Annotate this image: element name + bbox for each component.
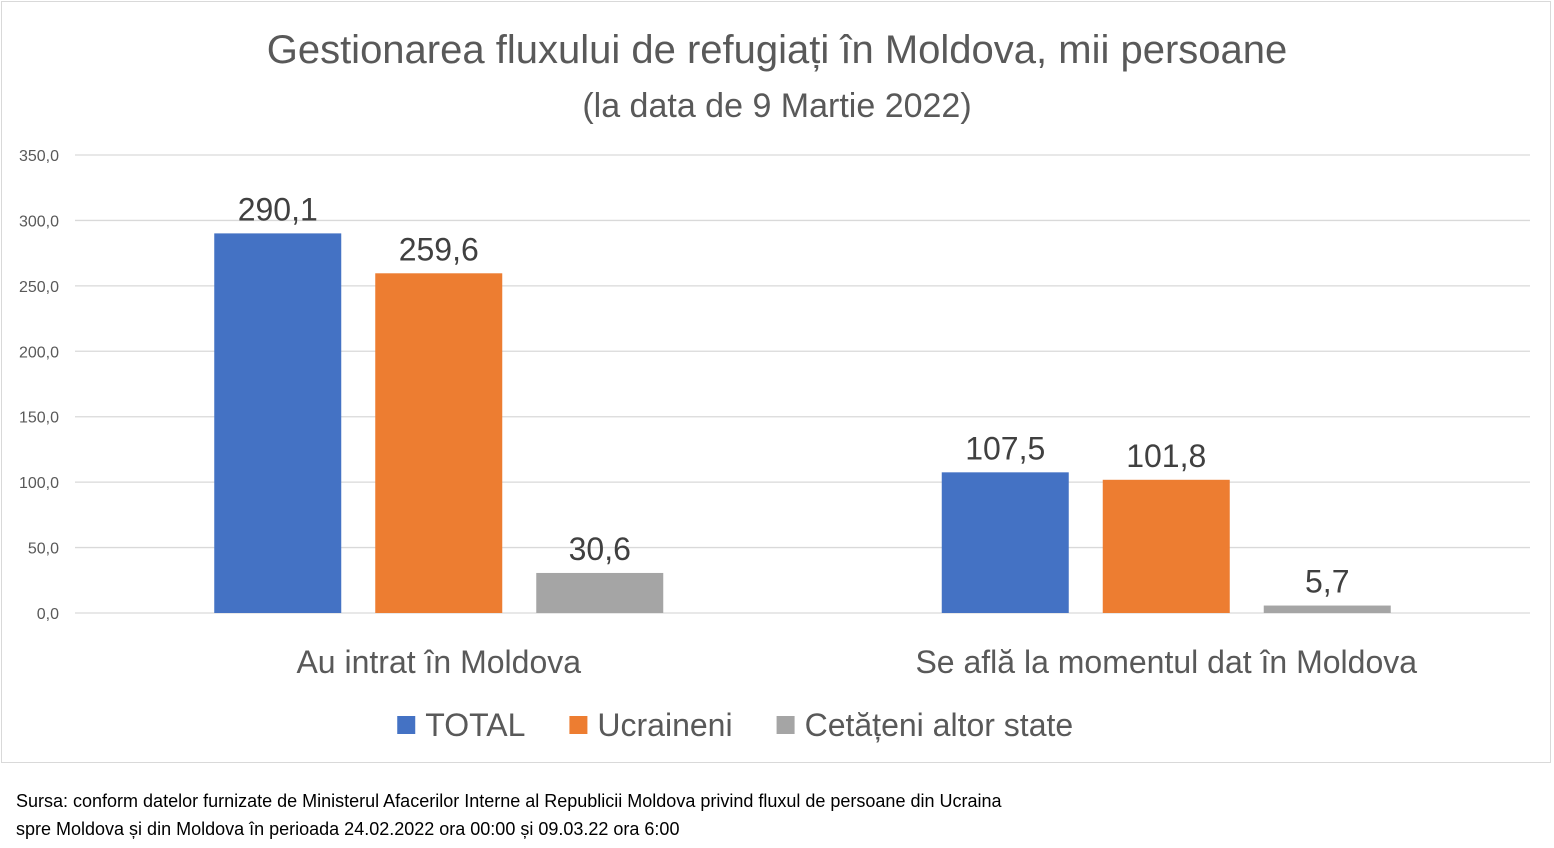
data-labels: 290,1 259,6 30,6 107,5 101,8 5,7 (238, 191, 1350, 599)
bar-value-label: 101,8 (1126, 438, 1206, 474)
y-tick-label: 250,0 (19, 279, 59, 296)
bar (941, 472, 1069, 613)
bar (1102, 479, 1230, 613)
bar-value-label: 5,7 (1305, 564, 1349, 600)
legend: TOTAL Ucraineni Cetățeni altor state (397, 707, 1073, 743)
bar (375, 273, 503, 613)
y-tick-label: 300,0 (19, 213, 59, 230)
chart-title: Gestionarea fluxului de refugiați în Mol… (267, 28, 1288, 72)
y-tick-label: 150,0 (19, 410, 59, 427)
bar (1263, 605, 1391, 613)
bar-value-label: 30,6 (569, 531, 631, 567)
legend-label: TOTAL (425, 707, 525, 743)
bar (214, 233, 342, 613)
legend-swatch (397, 716, 416, 734)
y-tick-label: 350,0 (19, 148, 59, 165)
legend-swatch (776, 716, 795, 734)
source-note: Sursa: conform datelor furnizate de Mini… (16, 787, 1316, 843)
source-line-2: spre Moldova și din Moldova în perioada … (16, 819, 680, 839)
category-label: Se află la momentul dat în Moldova (915, 644, 1417, 680)
y-tick-label: 200,0 (19, 344, 59, 361)
legend-label: Ucraineni (597, 707, 732, 743)
bars (214, 233, 1391, 613)
y-tick-label: 100,0 (19, 475, 59, 492)
y-tick-label: 0,0 (37, 606, 59, 623)
category-labels: Au intrat în Moldova Se află la momentul … (296, 644, 1417, 680)
y-tick-label: 50,0 (28, 541, 59, 558)
chart-subtitle: (la data de 9 Martie 2022) (582, 87, 971, 125)
y-axis-ticks: 0,0 50,0 100,0 150,0 200,0 250,0 300,0 350,0 (19, 148, 59, 623)
bar-value-label: 290,1 (238, 191, 318, 227)
bar-chart: Gestionarea fluxului de refugiați în Mol… (19, 28, 1530, 743)
legend-swatch (569, 716, 588, 734)
bar-value-label: 107,5 (965, 430, 1045, 466)
bar (536, 572, 664, 613)
legend-label: Cetățeni altor state (805, 707, 1074, 743)
category-label: Au intrat în Moldova (296, 644, 581, 680)
bar-value-label: 259,6 (399, 231, 479, 267)
source-line-1: Sursa: conform datelor furnizate de Mini… (16, 791, 1002, 811)
